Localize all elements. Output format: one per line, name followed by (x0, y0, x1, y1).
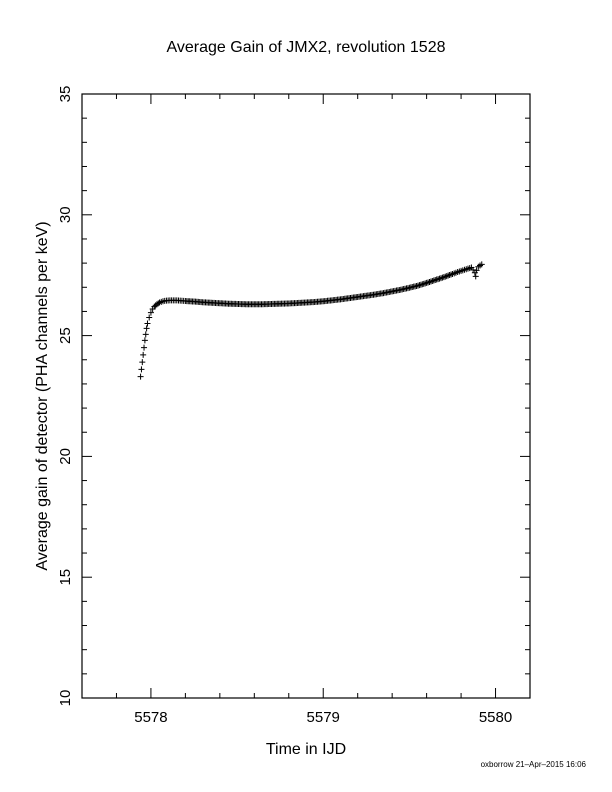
data-point (144, 320, 151, 327)
data-point (155, 300, 162, 307)
plot-frame (81, 93, 531, 699)
data-point (440, 274, 447, 281)
data-point (140, 351, 147, 358)
data-point (137, 373, 144, 380)
y-tick-label: 35 (57, 86, 74, 103)
data-point (473, 267, 480, 274)
y-axis: 10 15 20 25 30 35 (57, 86, 530, 707)
x-axis-label: Time in IJD (266, 741, 346, 758)
data-point (143, 325, 150, 332)
y-tick-label: 10 (57, 690, 74, 707)
footer-credit: oxborrow 21–Apr–2015 16:06 (480, 760, 586, 769)
y-tick-label: 15 (57, 569, 74, 586)
x-tick-label: 5578 (134, 709, 167, 726)
data-point (138, 366, 145, 373)
data-point (142, 331, 149, 338)
data-point (445, 272, 452, 279)
x-tick-label: 5579 (307, 709, 340, 726)
data-point (478, 261, 485, 268)
chart-title: Average Gain of JMX2, revolution 1528 (167, 39, 446, 56)
x-tick-label: 5580 (479, 709, 512, 726)
data-point (147, 309, 154, 316)
data-point (446, 272, 453, 279)
data-point (141, 337, 148, 344)
data-point (448, 271, 455, 278)
y-tick-label: 20 (57, 448, 74, 465)
x-axis: 5578 5579 5580 (81, 94, 531, 726)
data-point (146, 314, 153, 321)
data-point (442, 273, 449, 280)
data-point (139, 359, 146, 366)
data-point (443, 273, 450, 280)
data-point (472, 273, 479, 280)
y-tick-label: 30 (57, 206, 74, 223)
data-points (137, 261, 485, 380)
y-tick-label: 25 (57, 327, 74, 344)
y-axis-label: Average gain of detector (PHA channels p… (34, 221, 51, 570)
data-point (141, 344, 148, 351)
